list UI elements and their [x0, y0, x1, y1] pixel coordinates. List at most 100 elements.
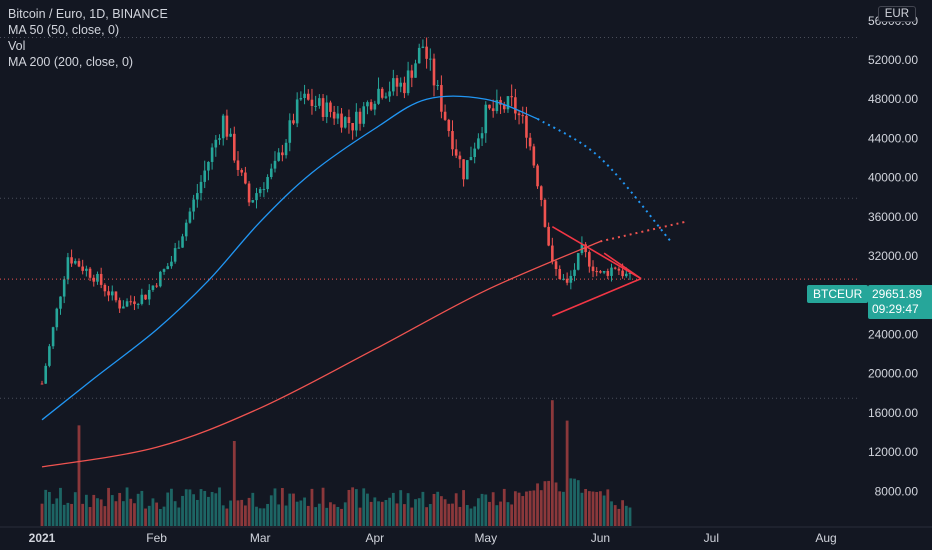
volume-bar — [229, 500, 233, 526]
candle-body — [229, 133, 232, 137]
candle-body — [554, 261, 558, 270]
candle-body — [602, 270, 606, 273]
volume-bar — [451, 503, 454, 526]
y-tick-label: 16000.00 — [868, 406, 918, 420]
x-tick-label: Jun — [591, 531, 610, 545]
volume-bar — [84, 494, 88, 526]
ma50-line — [41, 95, 538, 421]
candle-body — [491, 108, 495, 112]
volume-bar — [110, 495, 114, 526]
volume-legend[interactable]: Vol — [8, 39, 26, 53]
candle-body — [81, 266, 84, 271]
volume-bar — [536, 483, 539, 526]
volume-bar — [436, 491, 440, 526]
ma200-legend[interactable]: MA 200 (200, close, 0) — [8, 55, 134, 69]
candle-body — [399, 82, 403, 87]
candle-body — [40, 383, 44, 385]
candle-body — [469, 157, 473, 161]
candle-body — [355, 111, 358, 131]
candle-body — [343, 117, 347, 128]
volume-bar — [47, 491, 51, 526]
candle-body — [406, 70, 410, 94]
candle-body — [558, 269, 562, 280]
volume-bar — [602, 495, 606, 526]
volume-bar — [44, 489, 48, 526]
volume-bar — [532, 490, 536, 526]
volume-bar — [384, 500, 388, 526]
x-tick-label: 2021 — [29, 531, 56, 545]
candle-body — [51, 327, 55, 347]
candle-body — [517, 113, 521, 116]
candle-body — [621, 270, 624, 277]
volume-bar — [347, 489, 351, 526]
candle-body — [292, 120, 295, 124]
volume-bar — [343, 502, 347, 526]
candle-body — [144, 294, 147, 300]
candle-body — [140, 294, 144, 304]
candle-body — [369, 102, 373, 110]
volume-bar — [81, 503, 85, 526]
candle-body — [107, 291, 110, 296]
currency-button[interactable]: EUR — [877, 6, 916, 22]
volume-bar — [280, 488, 284, 526]
volume-bar — [351, 487, 355, 526]
candle-body — [62, 279, 66, 297]
candle-body — [628, 272, 632, 274]
candle-body — [454, 149, 458, 156]
volume-bar — [136, 493, 140, 526]
candle-body — [495, 100, 499, 112]
volume-bar — [284, 505, 288, 526]
candle-body — [625, 273, 628, 277]
candle-body — [151, 285, 155, 290]
volume-bar — [388, 497, 392, 526]
volume-bar — [107, 487, 110, 526]
price-axis[interactable]: 8000.00 12000.00 16000.00 20000.00 24000.00 2… — [860, 0, 932, 550]
volume-bar — [155, 502, 159, 526]
volume-bar — [528, 490, 532, 526]
volume-bar — [166, 492, 170, 526]
last-price: 29651.89 — [872, 287, 923, 301]
time-axis[interactable]: 2021 Feb Mar Apr May Jun Jul Aug — [0, 526, 932, 545]
volume-bar — [480, 493, 484, 526]
candle-body — [414, 63, 417, 78]
volume-bar — [414, 499, 417, 526]
volume-bar — [299, 500, 303, 526]
candle-body — [96, 273, 99, 282]
candle-body — [184, 222, 188, 237]
volume-bar — [628, 507, 632, 526]
volume-bar — [403, 504, 406, 526]
candle-body — [173, 248, 177, 262]
candle-body — [70, 257, 73, 264]
volume-bar — [295, 501, 299, 526]
volume-bar — [606, 489, 610, 526]
volume-bar — [88, 507, 92, 526]
candle-body — [332, 111, 336, 119]
candle-body — [380, 88, 384, 98]
volume-bar — [447, 503, 451, 526]
volume-bar — [554, 482, 558, 526]
candle-body — [314, 105, 317, 107]
volume-bar — [173, 501, 177, 526]
y-tick-label: 12000.00 — [868, 445, 918, 459]
candle-body — [447, 119, 451, 132]
volume-bar — [558, 491, 562, 526]
triangle-pattern — [551, 225, 642, 317]
volume-bar — [329, 502, 332, 526]
candle-body — [92, 277, 96, 282]
ma50-legend[interactable]: MA 50 (50, close, 0) — [8, 23, 120, 37]
candle-body — [528, 137, 532, 147]
volume-bar — [425, 507, 429, 526]
chart-title[interactable]: Bitcoin / Euro, 1D, BINANCE — [8, 7, 168, 21]
y-tick-label: 44000.00 — [868, 131, 918, 145]
volume-bar — [362, 488, 366, 526]
volume-bar — [521, 496, 525, 526]
volume-bar — [158, 508, 162, 526]
candle-body — [451, 131, 454, 150]
candle-body — [221, 115, 225, 139]
volume-bar — [550, 400, 554, 526]
volume-bar — [488, 501, 491, 526]
candle-body — [536, 165, 539, 187]
volume-bar — [584, 489, 588, 526]
